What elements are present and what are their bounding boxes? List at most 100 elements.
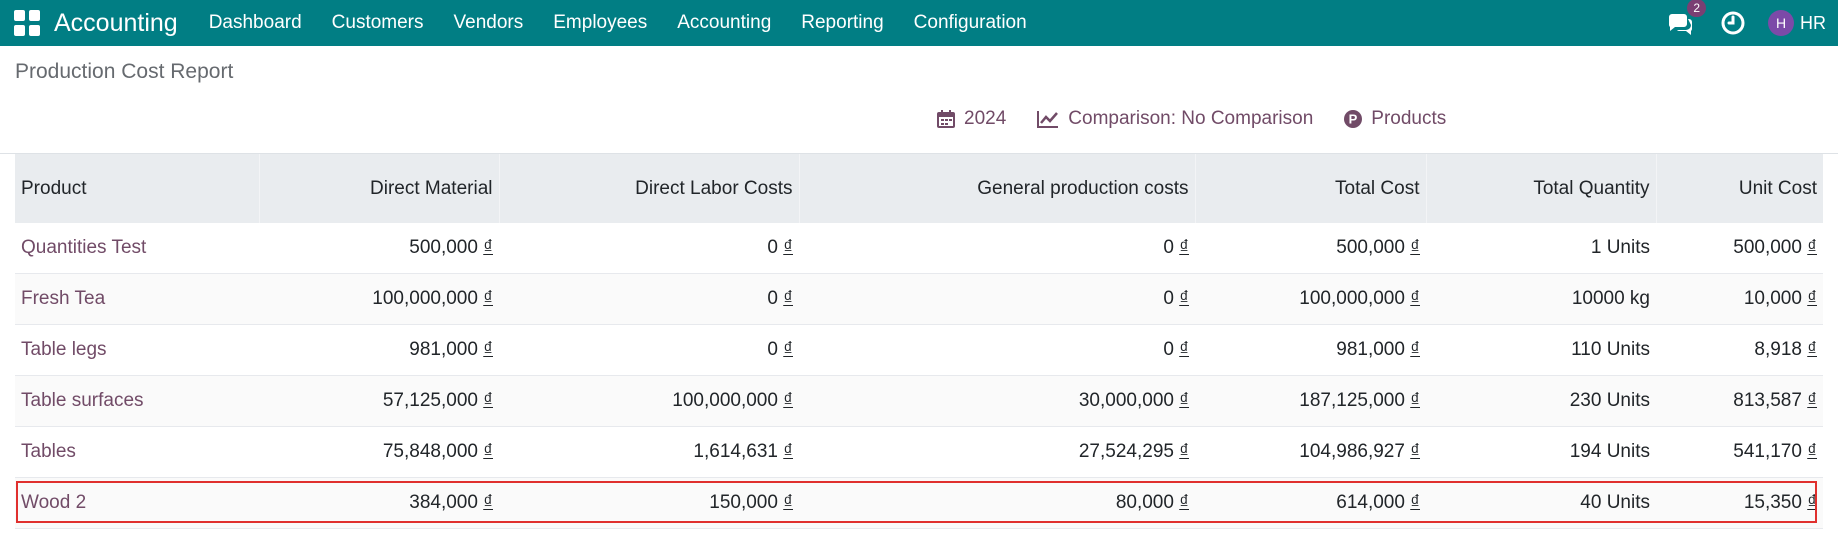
currency-symbol: ₫ xyxy=(783,237,793,258)
date-filter-label: 2024 xyxy=(964,108,1007,129)
general-costs-value: 0 xyxy=(1163,339,1174,360)
currency-symbol: ₫ xyxy=(483,441,493,462)
menu-configuration[interactable]: Configuration xyxy=(913,12,1027,33)
currency-symbol: ₫ xyxy=(1807,390,1817,411)
general-costs-cell: 80,000 ₫ xyxy=(799,477,1195,529)
header-divider xyxy=(0,153,1838,154)
column-header-unit-cost[interactable]: Unit Cost xyxy=(1738,177,1817,199)
products-filter-button[interactable]: P Products xyxy=(1343,108,1446,130)
table-row[interactable]: Table legs 981,000 ₫ 0 ₫ 0 ₫ 981,000 ₫ 110 Un… xyxy=(15,324,1823,376)
direct-material-value: 100,000,000 xyxy=(372,288,478,309)
report-filters: 2024 Comparison: No Comparison P Product… xyxy=(936,108,1476,130)
currency-symbol: ₫ xyxy=(1410,492,1420,513)
menu-dashboard[interactable]: Dashboard xyxy=(208,12,302,33)
currency-symbol: ₫ xyxy=(1179,390,1189,411)
direct-material-value: 981,000 xyxy=(409,339,478,360)
unit-cost-cell: 10,000 ₫ xyxy=(1656,273,1823,325)
general-costs-cell: 0 ₫ xyxy=(799,223,1195,274)
total-cost-value: 500,000 xyxy=(1336,237,1405,258)
column-header-direct-labor[interactable]: Direct Labor Costs xyxy=(499,154,800,223)
total-cost-value: 100,000,000 xyxy=(1299,288,1405,309)
direct-labor-cell: 0 ₫ xyxy=(499,324,799,376)
unit-cost-value: 500,000 xyxy=(1733,237,1802,258)
unit-cost-cell: 541,170 ₫ xyxy=(1656,426,1823,478)
column-header-product[interactable]: Product xyxy=(15,154,260,223)
product-link[interactable]: Wood 2 xyxy=(15,477,259,529)
currency-symbol: ₫ xyxy=(483,492,493,513)
total-cost-cell: 104,986,927 ₫ xyxy=(1195,426,1426,478)
total-cost-value: 614,000 xyxy=(1336,492,1405,513)
unit-cost-value: 813,587 xyxy=(1733,390,1802,411)
general-costs-cell: 0 ₫ xyxy=(799,324,1195,376)
menu-accounting[interactable]: Accounting xyxy=(677,12,772,33)
currency-symbol: ₫ xyxy=(1807,339,1817,360)
currency-symbol: ₫ xyxy=(1179,339,1189,360)
unit-cost-cell: 813,587 ₫ xyxy=(1656,375,1823,427)
currency-symbol: ₫ xyxy=(783,288,793,309)
direct-labor-cell: 150,000 ₫ xyxy=(499,477,799,529)
total-cost-cell: 614,000 ₫ xyxy=(1195,477,1426,529)
product-link[interactable]: Table surfaces xyxy=(15,375,259,427)
production-cost-table: Product Direct Material Direct Labor Cos… xyxy=(15,154,1823,529)
total-quantity-cell: 10000 kg xyxy=(1426,273,1656,325)
direct-labor-cell: 100,000,000 ₫ xyxy=(499,375,799,427)
total-cost-cell: 500,000 ₫ xyxy=(1195,223,1426,274)
currency-symbol: ₫ xyxy=(483,390,493,411)
table-row[interactable]: Quantities Test 500,000 ₫ 0 ₫ 0 ₫ 500,000 ₫ 1… xyxy=(15,223,1823,274)
main-menu: Dashboard Customers Vendors Employees Ac… xyxy=(194,12,1042,34)
table-row[interactable]: Table surfaces 57,125,000 ₫ 100,000,000 ₫ 3… xyxy=(15,375,1823,427)
total-quantity-cell: 110 Units xyxy=(1426,324,1656,376)
direct-material-cell: 75,848,000 ₫ xyxy=(259,426,499,478)
apps-menu-icon[interactable] xyxy=(14,10,40,36)
messages-button[interactable]: 2 xyxy=(1666,0,1706,37)
column-header-direct-material[interactable]: Direct Material xyxy=(259,154,500,223)
avatar[interactable]: H xyxy=(1768,10,1794,36)
currency-symbol: ₫ xyxy=(483,288,493,309)
navbar-systray: 2 H HR xyxy=(1666,0,1826,37)
product-link[interactable]: Table legs xyxy=(15,324,259,376)
app-title[interactable]: Accounting xyxy=(54,8,178,37)
product-link[interactable]: Tables xyxy=(15,426,259,478)
date-filter-button[interactable]: 2024 xyxy=(936,108,1006,130)
direct-labor-value: 0 xyxy=(767,237,778,258)
unit-cost-cell: 8,918 ₫ xyxy=(1656,324,1823,376)
total-cost-cell: 187,125,000 ₫ xyxy=(1195,375,1426,427)
direct-labor-cell: 1,614,631 ₫ xyxy=(499,426,799,478)
top-navbar: Accounting Dashboard Customers Vendors E… xyxy=(0,0,1838,46)
user-label[interactable]: HR xyxy=(1800,12,1826,33)
product-link[interactable]: Quantities Test xyxy=(15,223,259,274)
product-link[interactable]: Fresh Tea xyxy=(15,273,259,325)
column-header-total-cost[interactable]: Total Cost xyxy=(1195,154,1427,223)
currency-symbol: ₫ xyxy=(1410,390,1420,411)
currency-symbol: ₫ xyxy=(1410,339,1420,360)
direct-material-cell: 100,000,000 ₫ xyxy=(259,273,499,325)
unit-cost-value: 8,918 xyxy=(1754,339,1802,360)
column-header-total-quantity[interactable]: Total Quantity xyxy=(1426,154,1657,223)
currency-symbol: ₫ xyxy=(1179,492,1189,513)
direct-labor-cell: 0 ₫ xyxy=(499,273,799,325)
direct-material-value: 57,125,000 xyxy=(382,390,478,411)
menu-customers[interactable]: Customers xyxy=(331,12,424,33)
comparison-filter-label: Comparison: No Comparison xyxy=(1068,108,1314,129)
direct-labor-value: 100,000,000 xyxy=(672,390,778,411)
menu-employees[interactable]: Employees xyxy=(553,12,648,33)
currency-symbol: ₫ xyxy=(1807,492,1817,513)
direct-material-value: 384,000 xyxy=(409,492,478,513)
general-costs-value: 27,524,295 xyxy=(1078,441,1174,462)
currency-symbol: ₫ xyxy=(1807,288,1817,309)
unit-cost-value: 541,170 xyxy=(1733,441,1802,462)
clock-icon[interactable] xyxy=(1720,10,1746,36)
menu-vendors[interactable]: Vendors xyxy=(453,12,524,33)
direct-material-value: 500,000 xyxy=(409,237,478,258)
table-row[interactable]: Fresh Tea 100,000,000 ₫ 0 ₫ 0 ₫ 100,000,000 … xyxy=(15,273,1823,325)
comparison-filter-button[interactable]: Comparison: No Comparison xyxy=(1036,108,1313,130)
currency-symbol: ₫ xyxy=(783,441,793,462)
total-quantity-cell: 194 Units xyxy=(1426,426,1656,478)
table-row[interactable]: Wood 2 384,000 ₫ 150,000 ₫ 80,000 ₫ 614,000 … xyxy=(15,477,1823,529)
table-row[interactable]: Tables 75,848,000 ₫ 1,614,631 ₫ 27,524,295 … xyxy=(15,426,1823,478)
svg-text:P: P xyxy=(1349,112,1358,127)
direct-material-cell: 384,000 ₫ xyxy=(259,477,499,529)
direct-material-cell: 500,000 ₫ xyxy=(259,223,499,274)
column-header-general-costs[interactable]: General production costs xyxy=(799,154,1196,223)
menu-reporting[interactable]: Reporting xyxy=(801,12,884,33)
